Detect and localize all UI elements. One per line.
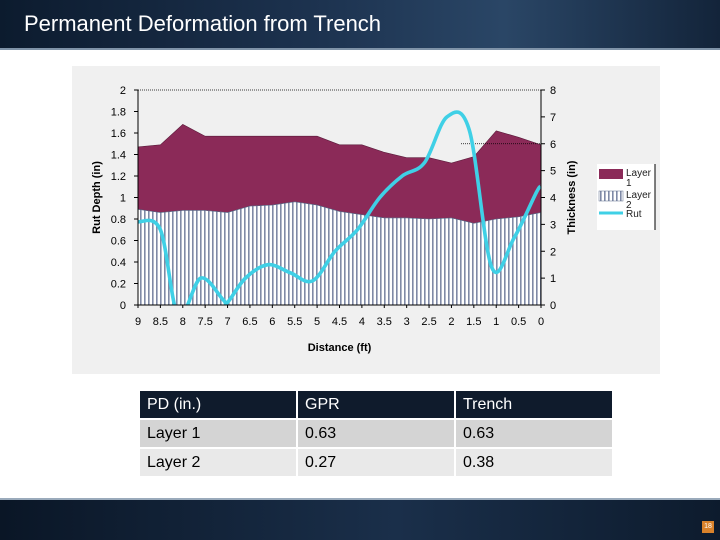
left-tick-label: 1.8 xyxy=(111,107,126,119)
x-tick-label: 8.5 xyxy=(153,316,168,328)
x-tick-label: 4 xyxy=(359,316,365,328)
x-tick-label: 0 xyxy=(538,316,544,328)
right-axis-label: Thickness (in) xyxy=(566,160,578,234)
left-tick-label: 0.6 xyxy=(111,236,126,248)
x-tick-label: 5 xyxy=(314,316,320,328)
x-tick-label: 6.5 xyxy=(242,316,257,328)
x-tick-label: 7 xyxy=(224,316,230,328)
table-cell: 0.38 xyxy=(454,447,614,478)
deformation-table: PD (in.) GPR Trench Layer 1 0.63 0.63 La… xyxy=(138,389,614,478)
table-cell: 0.27 xyxy=(296,447,456,478)
chart-panel: 0 0.2 0.4 0.6 0.8 1 1.2 1.4 1.6 1.8 2 0 1 2 3 4 5 6 7 8 9 8.5… xyxy=(72,66,660,374)
x-tick-label: 1.5 xyxy=(466,316,481,328)
footer-bar xyxy=(0,500,720,540)
left-tick-label: 0.8 xyxy=(111,214,126,226)
left-tick-label: 1.2 xyxy=(111,171,126,183)
x-tick-label: 9 xyxy=(135,316,141,328)
right-tick-label: 3 xyxy=(550,219,556,231)
x-tick-label: 2 xyxy=(448,316,454,328)
title-bar: Permanent Deformation from Trench xyxy=(0,0,720,48)
table-header-row: PD (in.) GPR Trench xyxy=(138,389,614,420)
table-cell: 0.63 xyxy=(296,418,456,449)
table-cell: Layer 2 xyxy=(138,447,298,478)
legend-label-layer1: Layer 1 xyxy=(626,168,652,189)
table-cell: 0.63 xyxy=(454,418,614,449)
legend-swatch-layer1 xyxy=(599,169,623,179)
x-tick-label: 7.5 xyxy=(198,316,213,328)
footer-divider xyxy=(0,498,720,500)
page-number: 18 xyxy=(702,521,714,533)
right-tick-label: 0 xyxy=(550,300,556,312)
x-axis-label: Distance (ft) xyxy=(308,342,372,354)
slide-title: Permanent Deformation from Trench xyxy=(24,11,382,36)
right-tick-label: 2 xyxy=(550,246,556,258)
table-header-cell: PD (in.) xyxy=(138,389,298,420)
x-tick-label: 6 xyxy=(269,316,275,328)
right-tick-label: 1 xyxy=(550,273,556,285)
x-tick-label: 0.5 xyxy=(511,316,526,328)
left-tick-label: 1.4 xyxy=(111,150,126,162)
table-row: Layer 2 0.27 0.38 xyxy=(138,447,614,478)
left-tick-label: 0.4 xyxy=(111,257,126,269)
legend-label-rut: Rut xyxy=(626,209,642,220)
right-tick-label: 5 xyxy=(550,166,556,178)
right-tick-label: 4 xyxy=(550,193,556,205)
x-tick-label: 8 xyxy=(180,316,186,328)
header-divider xyxy=(0,48,720,50)
table-row: Layer 1 0.63 0.63 xyxy=(138,418,614,449)
right-tick-label: 8 xyxy=(550,85,556,97)
left-tick-label: 0 xyxy=(120,300,126,312)
rut-line xyxy=(138,110,541,305)
deformation-chart: 0 0.2 0.4 0.6 0.8 1 1.2 1.4 1.6 1.8 2 0 1 2 3 4 5 6 7 8 9 8.5… xyxy=(91,85,656,354)
left-tick-label: 1 xyxy=(120,193,126,205)
left-tick-label: 1.6 xyxy=(111,128,126,140)
x-tick-label: 5.5 xyxy=(287,316,302,328)
table-header-cell: GPR xyxy=(296,389,456,420)
left-axis-label: Rut Depth (in) xyxy=(91,161,103,234)
legend-label-layer2: Layer 2 xyxy=(626,190,652,211)
table-header-cell: Trench xyxy=(454,389,614,420)
x-tick-label: 3 xyxy=(404,316,410,328)
right-tick-label: 7 xyxy=(550,112,556,124)
left-tick-label: 2 xyxy=(120,85,126,97)
x-tick-label: 1 xyxy=(493,316,499,328)
layer2-area xyxy=(137,201,542,306)
table-cell: Layer 1 xyxy=(138,418,298,449)
left-tick-label: 0.2 xyxy=(111,279,126,291)
legend-swatch-layer2 xyxy=(598,190,624,202)
x-tick-label: 2.5 xyxy=(421,316,436,328)
right-tick-label: 6 xyxy=(550,139,556,151)
x-tick-label: 4.5 xyxy=(332,316,347,328)
x-tick-label: 3.5 xyxy=(377,316,392,328)
